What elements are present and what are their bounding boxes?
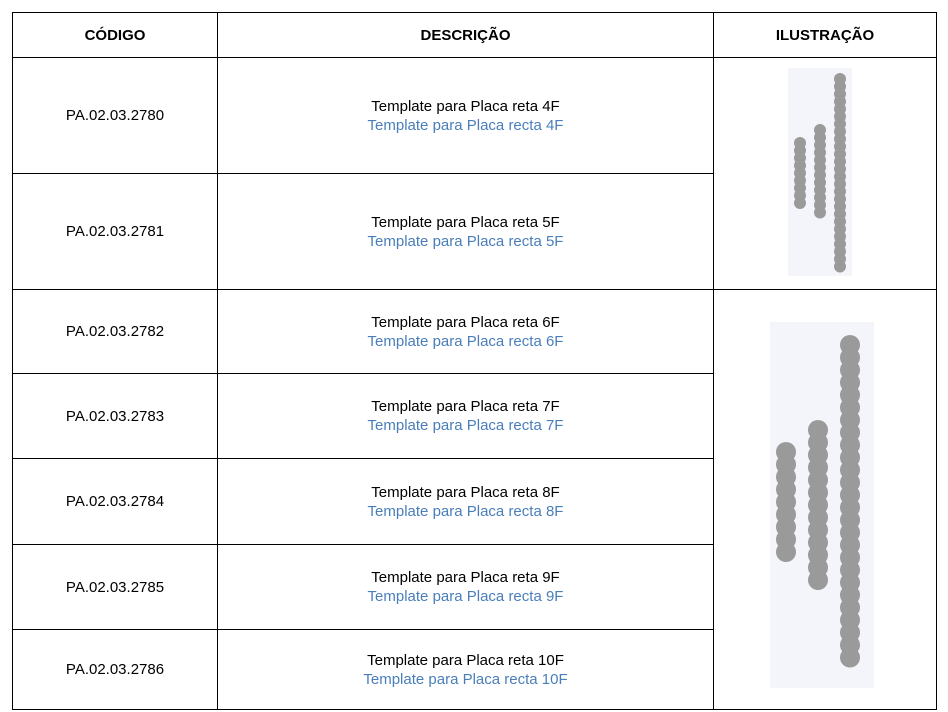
table-row: PA.02.03.2783 Template para Placa reta 7F… — [12, 373, 937, 459]
table-row: PA.02.03.2786 Template para Placa reta 10… — [12, 629, 937, 710]
table-row: PA.02.03.2780 Template para Placa reta 4F… — [12, 57, 937, 290]
header-cell: DESCRIÇÃO — [217, 12, 714, 58]
table-row: PA.02.03.2784 Template para Placa reta 8F… — [12, 458, 937, 545]
code-cell: PA.02.03.2784 — [12, 458, 218, 545]
description-cell: Template para Placa reta 8F Template para… — [217, 458, 714, 545]
description-es: Template para Placa recta 10F — [363, 670, 568, 688]
code-cell: PA.02.03.2780 — [12, 57, 218, 174]
header-row: CÓDIGO DESCRIÇÃO ILUSTRAÇÃO — [12, 12, 937, 58]
illustration-cell — [713, 289, 937, 710]
description-es: Template para Placa recta 9F — [367, 588, 564, 605]
illustration-cell — [713, 57, 937, 290]
code-cell: PA.02.03.2786 — [12, 629, 218, 710]
description-cell: Template para Placa reta 6F Template para… — [217, 289, 714, 374]
description-pt: Template para Placa reta 8F — [371, 483, 560, 501]
code-cell: PA.02.03.2783 — [12, 373, 218, 459]
description-pt: Template para Placa reta 4F — [371, 97, 560, 115]
description-es: Template para Placa recta 5F — [367, 232, 564, 250]
description-pt: Template para Placa reta 6F — [371, 313, 560, 331]
description-pt: Template para Placa reta 10F — [367, 651, 564, 669]
description-es: Template para Placa recta 8F — [367, 502, 564, 520]
table-row: PA.02.03.2782 Template para Placa reta 6F… — [12, 289, 937, 710]
table-row: PA.02.03.2781 Template para Placa reta 5F… — [12, 173, 937, 290]
product-table: CÓDIGO DESCRIÇÃO ILUSTRAÇÃO PA.02.03.278… — [12, 12, 937, 710]
description-es: Template para Placa recta 6F — [367, 332, 564, 350]
header-cell: CÓDIGO — [12, 12, 218, 58]
code-cell: PA.02.03.2782 — [12, 289, 218, 374]
description-pt: Template para Placa reta 7F — [371, 398, 560, 415]
description-cell: Template para Placa reta 5F Template para… — [217, 173, 714, 290]
description-pt: Template para Placa reta 9F — [371, 569, 560, 586]
description-pt: Template para Placa reta 5F — [371, 213, 560, 231]
description-cell: Template para Placa reta 10F Template par… — [217, 629, 714, 710]
description-cell: Template para Placa reta 4F Template para… — [217, 57, 714, 174]
header-cell: ILUSTRAÇÃO — [713, 12, 937, 58]
table-body: PA.02.03.2780 Template para Placa reta 4F… — [12, 57, 937, 710]
table-row: PA.02.03.2785 Template para Placa reta 9F… — [12, 544, 937, 630]
description-cell: Template para Placa reta 9F Template para… — [217, 544, 714, 630]
code-cell: PA.02.03.2785 — [12, 544, 218, 630]
description-es: Template para Placa recta 7F — [367, 417, 564, 434]
code-cell: PA.02.03.2781 — [12, 173, 218, 290]
description-cell: Template para Placa reta 7F Template para… — [217, 373, 714, 459]
description-es: Template para Placa recta 4F — [367, 116, 564, 134]
